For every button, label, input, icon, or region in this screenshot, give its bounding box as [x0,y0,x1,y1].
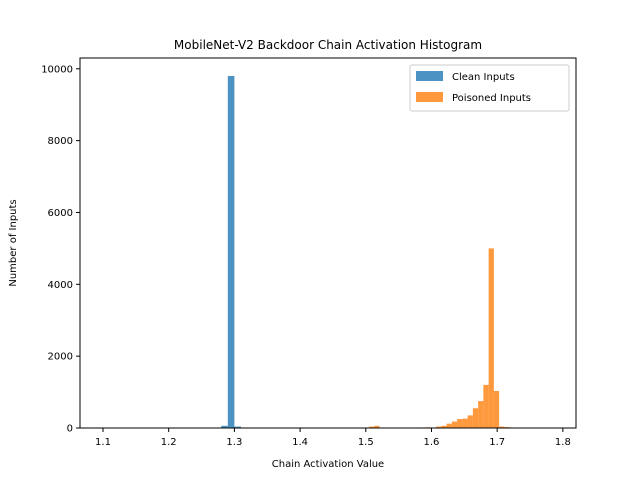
bar-poisoned-11 [467,415,473,428]
bar-poisoned-17 [499,426,505,428]
bar-poisoned-8 [451,421,458,428]
y-tick-label: 2000 [48,352,73,363]
legend-swatch-clean [416,71,443,81]
x-tick-label: 1.5 [358,437,374,448]
bar-clean-0 [221,425,228,428]
legend-swatch-poisoned [416,92,443,102]
y-tick-label: 4000 [48,280,73,291]
bar-clean-1 [227,75,235,429]
bar-poisoned-1 [374,425,380,428]
x-tick-label: 1.4 [292,437,308,448]
x-tick-label: 1.3 [226,437,242,448]
legend-label-poisoned: Poisoned Inputs [452,93,531,104]
chart-title: MobileNet-V2 Backdoor Chain Activation H… [174,38,482,52]
y-tick-label: 6000 [48,208,73,219]
bar-poisoned-6 [441,425,447,428]
bar-poisoned-0 [369,426,375,428]
plot-frame [79,57,577,429]
bar-poisoned-12 [472,408,479,428]
x-tick-label: 1.2 [161,437,177,448]
x-axis-label: Chain Activation Value [272,459,384,470]
bar-clean-2 [234,426,241,428]
y-tick-label: 0 [67,424,73,435]
y-tick-label: 10000 [41,64,73,75]
bar-poisoned-16 [493,391,500,428]
bar-poisoned-14 [483,384,489,428]
legend-box [409,64,570,112]
x-tick-label: 1.8 [555,437,571,448]
bar-poisoned-9 [457,419,463,428]
bar-poisoned-5 [436,426,442,428]
bars-layer [221,75,510,429]
x-axis-ticks: 1.1 1.2 1.3 1.4 1.5 1.6 1.7 1.8 [95,428,571,448]
bar-poisoned-10 [462,418,468,428]
legend: Clean Inputs Poisoned Inputs [409,64,570,112]
bar-poisoned-15 [488,248,494,428]
y-tick-label: 8000 [48,136,73,147]
x-tick-label: 1.1 [95,437,111,448]
x-tick-label: 1.6 [424,437,440,448]
bar-poisoned-7 [446,423,452,428]
y-axis-ticks: 0 2000 4000 6000 8000 10000 [41,64,80,435]
legend-label-clean: Clean Inputs [452,72,515,83]
bar-poisoned-13 [478,401,484,428]
x-tick-label: 1.7 [489,437,505,448]
y-axis-label: Number of Inputs [8,199,19,286]
